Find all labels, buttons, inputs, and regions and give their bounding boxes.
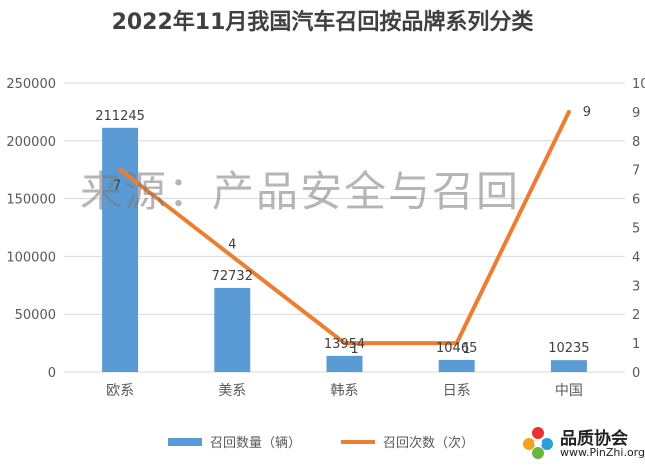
x-tick-label: 韩系 xyxy=(331,383,359,399)
legend-item-bar: 召回数量（辆） xyxy=(168,432,301,451)
line-point xyxy=(343,341,346,345)
x-tick-label: 欧系 xyxy=(106,383,134,399)
y-right-tick-label: 6 xyxy=(632,193,640,208)
watermark-text: 来源：产品安全与召回 xyxy=(80,167,521,216)
pinzhi-logo: 品质协会 www.PinZhi.org xyxy=(516,424,645,464)
y-left-tick-label: 50000 xyxy=(15,308,56,323)
y-left-tick-label: 200000 xyxy=(6,135,56,150)
bar-data-label: 211245 xyxy=(95,109,145,124)
y-right-tick-label: 2 xyxy=(632,308,640,323)
legend-bar-label: 召回数量（辆） xyxy=(210,436,302,451)
y-right-tick-label: 5 xyxy=(632,222,640,237)
logo-url: www.PinZhi.org xyxy=(560,446,645,459)
y-right-tick-label: 0 xyxy=(632,366,640,381)
bar-data-label: 10235 xyxy=(548,341,589,356)
bar-data-label: 13954 xyxy=(324,337,365,352)
line-point xyxy=(567,110,571,114)
bar xyxy=(326,355,363,372)
bar xyxy=(214,287,251,372)
logo-name: 品质协会 xyxy=(560,429,628,449)
bar xyxy=(550,360,587,372)
legend-line-swatch xyxy=(341,439,376,444)
legend-bar-swatch xyxy=(168,437,202,446)
y-right-tick-label: 7 xyxy=(632,164,640,179)
bar-data-label: 10465 xyxy=(436,341,477,356)
line-data-label: 7 xyxy=(113,179,121,194)
line-data-label: 4 xyxy=(228,237,236,252)
y-right-tick-label: 10 xyxy=(632,77,645,92)
line-point xyxy=(118,168,122,172)
y-right-tick-label: 1 xyxy=(632,337,640,352)
y-right-tick-label: 8 xyxy=(632,135,640,150)
bar xyxy=(438,359,475,372)
x-tick-label: 日系 xyxy=(443,383,471,399)
line-data-label: 1 xyxy=(463,342,471,357)
y-left-tick-label: 100000 xyxy=(6,250,56,265)
legend-line-label: 召回次数（次） xyxy=(383,436,475,451)
series-line xyxy=(118,109,571,346)
y-left-tick-label: 150000 xyxy=(6,193,56,208)
x-tick-label: 美系 xyxy=(218,383,246,399)
line-point xyxy=(455,341,459,345)
line-data-label: 1 xyxy=(350,342,358,357)
y-right-tick-label: 4 xyxy=(632,250,640,265)
y-left-tick-label: 0 xyxy=(48,366,56,381)
x-tick-label: 中国 xyxy=(555,383,583,399)
pinzhi-logo-icon xyxy=(523,427,553,459)
legend-item-line: 召回次数（次） xyxy=(341,432,474,451)
line-data-label: 9 xyxy=(583,105,591,120)
chart-legend: 召回数量（辆） 召回次数（次） xyxy=(168,432,514,451)
line-point xyxy=(230,254,234,258)
y-left-tick-label: 250000 xyxy=(6,77,56,92)
bar-data-label: 72732 xyxy=(212,269,253,284)
chart-title: 2022年11月我国汽车召回按品牌系列分类 xyxy=(111,10,534,35)
y-right-tick-label: 3 xyxy=(632,279,640,294)
y-right-tick-label: 9 xyxy=(632,106,640,121)
